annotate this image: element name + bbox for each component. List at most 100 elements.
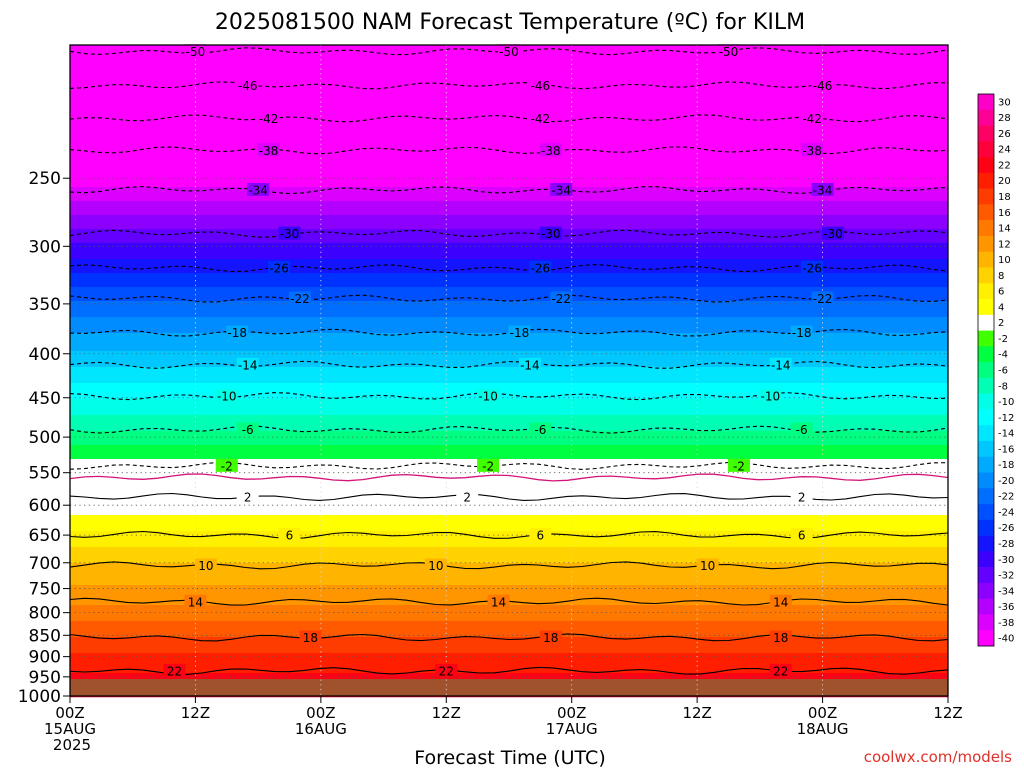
colorbar-label: -14: [998, 429, 1014, 440]
temperature-band: [70, 377, 948, 380]
temperature-band: [70, 481, 948, 484]
x-tick-label: 12Z: [181, 704, 210, 722]
temperature-band: [70, 295, 948, 298]
contour-label-text: 6: [286, 529, 294, 543]
temperature-band: [70, 369, 948, 372]
contour-label: 10: [696, 558, 719, 573]
temperature-band: [70, 559, 948, 562]
temperature-band: [70, 563, 948, 566]
temperature-band: [70, 99, 948, 102]
temperature-band: [70, 419, 948, 422]
temperature-band: [70, 285, 948, 288]
colorbar-swatch: [978, 535, 994, 552]
temperature-band: [70, 265, 948, 268]
temperature-band: [70, 391, 948, 394]
temperature-band: [70, 323, 948, 326]
temperature-band: [70, 453, 948, 456]
temperature-band: [70, 193, 948, 196]
contour-label: -2: [215, 458, 238, 473]
colorbar-label: 16: [998, 208, 1011, 219]
temperature-band: [70, 449, 948, 452]
temperature-band: [70, 405, 948, 408]
contour-label-text: -38: [802, 144, 822, 158]
y-tick-label: 850: [29, 626, 61, 646]
contour-label: -14: [769, 357, 792, 372]
temperature-band: [70, 61, 948, 64]
temperature-band: [70, 523, 948, 526]
temperature-band: [70, 589, 948, 592]
temperature-band: [70, 469, 948, 472]
temperature-band: [70, 345, 948, 348]
temperature-band: [70, 383, 948, 386]
temperature-band: [70, 131, 948, 134]
colorbar-label: 8: [998, 271, 1004, 282]
temperature-band: [70, 473, 948, 476]
contour-label-text: -18: [792, 326, 812, 340]
temperature-band: [70, 381, 948, 384]
contour-label: -46: [236, 78, 259, 93]
x-tick-label: 12Z: [682, 704, 711, 722]
contour-line: [69, 328, 949, 337]
temperature-band: [70, 439, 948, 442]
temperature-band: [70, 355, 948, 358]
temperature-band: [70, 263, 948, 266]
temperature-band: [70, 495, 948, 498]
temperature-band: [70, 269, 948, 272]
contour-label-bg: [550, 182, 573, 196]
colorbar-swatch: [978, 425, 994, 442]
temperature-band: [70, 661, 948, 664]
contour-label-bg: [539, 226, 562, 240]
contour-label: 14: [487, 594, 510, 609]
temperature-band: [70, 491, 948, 494]
contour-label-text: -42: [802, 112, 822, 126]
x-tick-label: 12Z: [933, 704, 962, 722]
temperature-band: [70, 631, 948, 634]
contour-label-bg: [435, 663, 458, 677]
contour-label: -50: [184, 44, 207, 59]
colorbar-label: 12: [998, 239, 1011, 250]
temperature-band: [70, 59, 948, 62]
contour-label-bg: [236, 490, 259, 504]
temperature-band: [70, 417, 948, 420]
temperature-band: [70, 91, 948, 94]
temperature-band: [70, 613, 948, 616]
y-tick-label: 550: [29, 464, 61, 484]
contour-label: 2: [236, 490, 259, 505]
temperature-band: [70, 553, 948, 556]
temperature-band: [70, 421, 948, 424]
contour-label-text: 6: [537, 529, 545, 543]
contour-line: [69, 633, 949, 642]
contour-label-text: -26: [269, 262, 289, 276]
contour-label-text: -2: [733, 459, 745, 473]
colorbar-swatch: [978, 125, 994, 142]
temperature-band: [70, 299, 948, 302]
temperature-band: [70, 431, 948, 434]
contour-label-text: -30: [823, 227, 843, 241]
temperature-band: [70, 555, 948, 558]
temperature-band: [70, 75, 948, 78]
temperature-band: [70, 89, 948, 92]
contour-label: 18: [769, 630, 792, 645]
temperature-band: [70, 411, 948, 414]
temperature-band: [70, 347, 948, 350]
temperature-band: [70, 535, 948, 538]
colorbar-swatch: [978, 220, 994, 237]
contour-label-text: -38: [541, 144, 561, 158]
colorbar-label: -34: [998, 586, 1014, 597]
contour-label-bg: [696, 558, 719, 572]
temperature-band: [70, 385, 948, 388]
colorbar-label: 30: [998, 97, 1011, 108]
contour-label: -14: [518, 357, 541, 372]
contour-label-text: -2: [221, 459, 233, 473]
temperature-band: [70, 387, 948, 390]
contour-label-text: -10: [478, 390, 498, 404]
colorbar-swatch: [978, 504, 994, 521]
contour-label-text: -2: [482, 459, 494, 473]
colorbar-swatch: [978, 299, 994, 316]
contour-label-bg: [163, 663, 186, 677]
temperature-band: [70, 517, 948, 520]
contour-label-bg: [477, 389, 500, 403]
temperature-band: [70, 671, 948, 674]
temperature-band: [70, 83, 948, 86]
temperature-band: [70, 645, 948, 648]
